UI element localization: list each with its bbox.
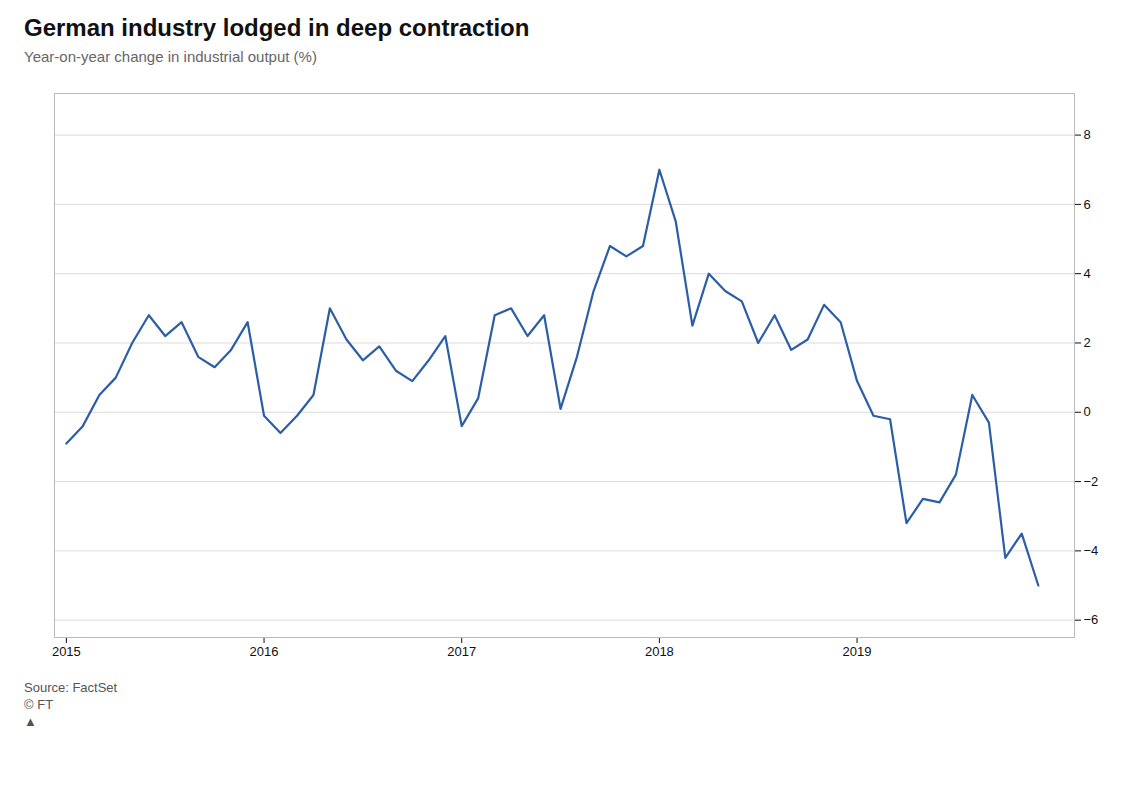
html-text:Year-on-year change in industr: Year-on-year change in industrial output… xyxy=(24,48,317,65)
svg-text:4: 4 xyxy=(1084,266,1091,281)
html-text:© FT: © FT xyxy=(24,697,54,712)
html-text:Source: FactSet: Source: FactSet xyxy=(24,680,118,695)
svg-text:−4: −4 xyxy=(1084,543,1099,558)
svg-text:6: 6 xyxy=(1084,197,1091,212)
svg-text:2015: 2015 xyxy=(52,644,81,659)
svg-text:−2: −2 xyxy=(1084,474,1099,489)
html-text:German industry lodged in deep: German industry lodged in deep contracti… xyxy=(24,14,530,41)
svg-text:2016: 2016 xyxy=(250,644,279,659)
svg-text:8: 8 xyxy=(1084,127,1091,142)
svg-text:−6: −6 xyxy=(1084,612,1099,627)
svg-text:2: 2 xyxy=(1084,335,1091,350)
svg-text:2019: 2019 xyxy=(843,644,872,659)
svg-text:2018: 2018 xyxy=(645,644,674,659)
svg-text:2017: 2017 xyxy=(447,644,476,659)
svg-text:0: 0 xyxy=(1084,404,1091,419)
